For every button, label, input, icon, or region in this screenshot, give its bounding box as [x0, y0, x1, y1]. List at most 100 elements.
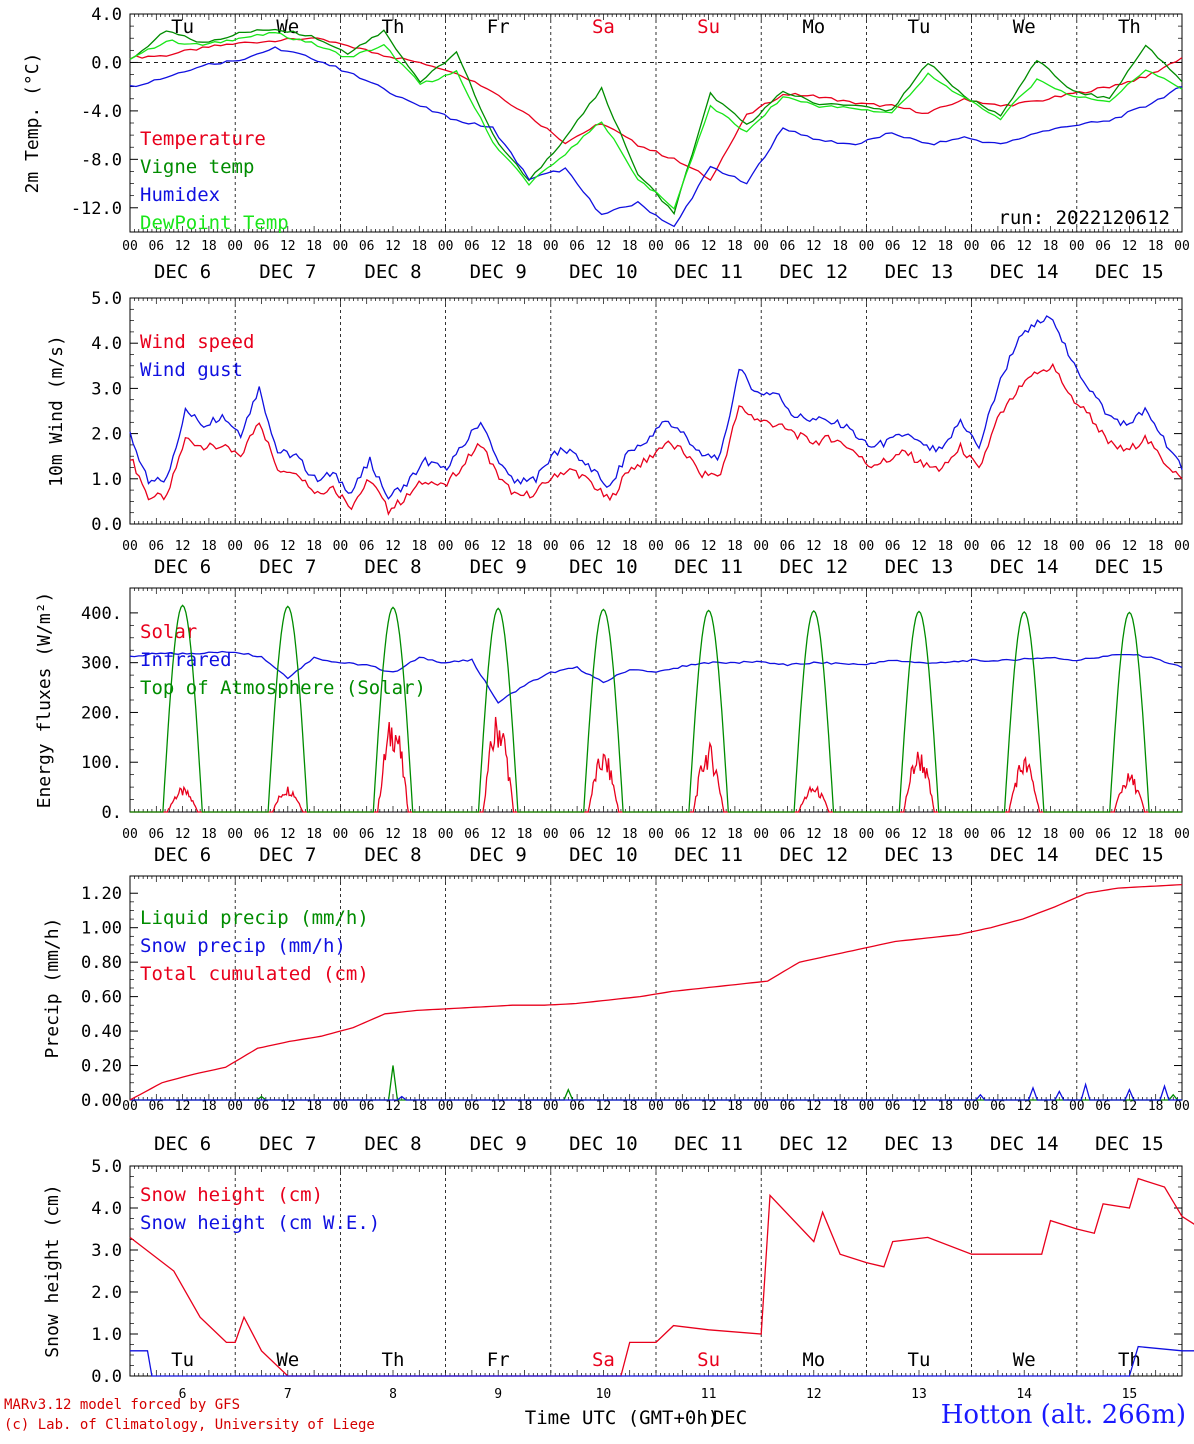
hour-label: 06	[1095, 827, 1111, 842]
hour-label: 06	[359, 1099, 375, 1114]
hour-label: 18	[306, 239, 322, 254]
hour-label: 18	[622, 239, 638, 254]
hour-label: 00	[438, 827, 454, 842]
hour-label: 12	[701, 827, 717, 842]
y-tick-label: 400.	[81, 604, 122, 624]
hour-label: 18	[727, 827, 743, 842]
date-label: DEC 13	[885, 1133, 954, 1155]
hour-label: 18	[937, 1099, 953, 1114]
hour-label: 06	[885, 539, 901, 554]
series-line-total-cumulated-cm-	[129, 883, 1183, 1101]
date-label: DEC 10	[569, 1133, 638, 1155]
hour-label: 12	[1122, 539, 1138, 554]
hour-label: 06	[674, 239, 690, 254]
y-tick-label: 0.00	[81, 1091, 122, 1111]
y-tick-label: 4.0	[91, 1199, 122, 1219]
y-tick-label: 0.	[102, 803, 122, 823]
hour-label: 18	[517, 827, 533, 842]
y-tick-label: -4.0	[81, 102, 122, 122]
hour-label: 00	[753, 827, 769, 842]
hour-label: 18	[727, 239, 743, 254]
hour-label: 18	[937, 239, 953, 254]
hour-label: 18	[622, 1099, 638, 1114]
run-label: run: 2022120612	[998, 207, 1170, 229]
date-label: DEC 11	[674, 556, 743, 578]
hour-label: 00	[438, 239, 454, 254]
y-tick-label: -12.0	[71, 199, 122, 219]
y-tick-label: 0.60	[81, 988, 122, 1008]
hour-label: 06	[674, 539, 690, 554]
hour-label: 00	[1174, 827, 1190, 842]
hour-label: 12	[490, 539, 506, 554]
station-label: Hotton (alt. 266m)	[940, 1400, 1186, 1430]
date-label: DEC 14	[990, 556, 1059, 578]
legend-entry: Solar	[140, 621, 197, 643]
hour-label: 18	[517, 239, 533, 254]
day-number-label: 8	[389, 1387, 397, 1402]
weekday-label: Fr	[487, 1349, 510, 1371]
hour-label: 06	[990, 827, 1006, 842]
hour-label: 12	[596, 239, 612, 254]
hour-label: 00	[122, 539, 138, 554]
hour-label: 00	[227, 827, 243, 842]
y-tick-label: 200.	[81, 703, 122, 723]
y-tick-label: 0.0	[91, 53, 122, 73]
hour-label: 18	[832, 239, 848, 254]
hour-label: 06	[569, 827, 585, 842]
date-label: DEC 9	[470, 261, 527, 283]
hour-label: 12	[385, 1099, 401, 1114]
hour-label: 00	[122, 827, 138, 842]
hour-label: 12	[175, 1099, 191, 1114]
hour-label: 00	[859, 539, 875, 554]
y-tick-label: -8.0	[81, 150, 122, 170]
hour-label: 06	[780, 827, 796, 842]
hour-label: 00	[964, 239, 980, 254]
weekday-label: Th	[382, 1349, 405, 1371]
hour-label: 12	[806, 239, 822, 254]
hour-label: 06	[359, 539, 375, 554]
hour-label: 12	[385, 827, 401, 842]
hour-label: 18	[201, 1099, 217, 1114]
hour-label: 18	[1043, 239, 1059, 254]
weekday-label: Tu	[171, 16, 194, 38]
weekday-label: Mo	[802, 16, 825, 38]
hour-label: 06	[674, 827, 690, 842]
hour-label: 12	[175, 827, 191, 842]
series-line-dewpoint-temp	[129, 31, 1183, 210]
hour-label: 18	[306, 1099, 322, 1114]
hour-label: 00	[438, 539, 454, 554]
hour-label: 00	[227, 239, 243, 254]
hour-label: 00	[859, 1099, 875, 1114]
hour-label: 18	[411, 827, 427, 842]
hour-label: 18	[622, 539, 638, 554]
hour-label: 12	[490, 827, 506, 842]
series-line-snow-height-cm-w-e-	[130, 1345, 1194, 1377]
hour-label: 12	[385, 239, 401, 254]
panel-5: 5.0 4.0 3.0 2.0 1.0 0.0 Snow height (cm) Tu We Th…	[42, 1157, 1194, 1429]
legend-entry: Humidex	[140, 184, 220, 206]
weekday-label: Tu	[171, 1349, 194, 1371]
hour-label: 12	[701, 239, 717, 254]
weekday-label: Su	[697, 16, 720, 38]
y-axis-label: 10m Wind (m/s)	[46, 335, 67, 487]
y-tick-label: 3.0	[91, 1241, 122, 1261]
y-tick-label: 0.20	[81, 1057, 122, 1077]
hour-label: 00	[753, 1099, 769, 1114]
hour-label: 12	[1016, 1099, 1032, 1114]
hour-label: 12	[490, 1099, 506, 1114]
hour-label: 00	[753, 539, 769, 554]
hour-label: 06	[780, 539, 796, 554]
hour-label: 12	[280, 827, 296, 842]
date-label: DEC 12	[779, 261, 848, 283]
date-label: DEC 11	[674, 261, 743, 283]
hour-label: 06	[1095, 239, 1111, 254]
y-tick-label: 5.0	[91, 289, 122, 309]
day-number-label: 12	[806, 1387, 822, 1402]
hour-label: 12	[701, 1099, 717, 1114]
hour-label: 00	[227, 1099, 243, 1114]
weekday-label: Th	[382, 16, 405, 38]
y-tick-label: 1.20	[81, 884, 122, 904]
hour-label: 00	[753, 239, 769, 254]
hour-label: 00	[438, 1099, 454, 1114]
hour-label: 06	[464, 1099, 480, 1114]
